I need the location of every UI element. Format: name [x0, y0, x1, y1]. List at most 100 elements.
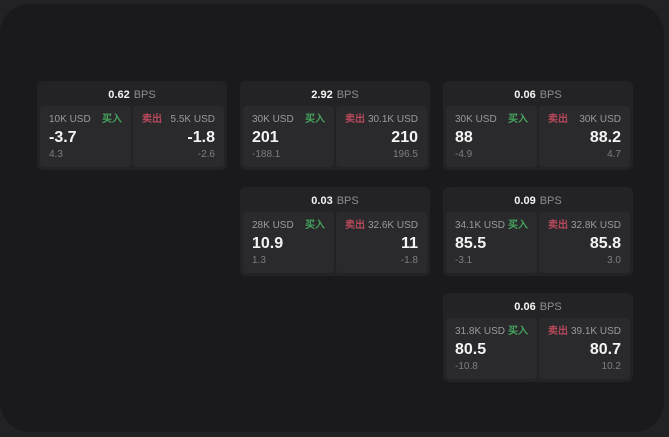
buy-size: 28K USD: [252, 220, 294, 231]
buy-delta: 4.3: [49, 149, 63, 160]
sell-tile[interactable]: 卖出 5.5K USD -1.8 -2.6: [133, 106, 224, 167]
card-body: 34.1K USD 买入 85.5 -3.1 卖出 32.8K USD 85.8…: [446, 212, 630, 273]
sell-side-label: 卖出: [345, 220, 365, 231]
bps-unit-label: BPS: [539, 301, 562, 313]
card-body: 28K USD 买入 10.9 1.3 卖出 32.6K USD 11 -1.8: [243, 212, 427, 273]
buy-tile[interactable]: 28K USD 买入 10.9 1.3: [243, 212, 334, 273]
buy-size: 30K USD: [455, 114, 497, 125]
sell-tile[interactable]: 卖出 30K USD 88.2 4.7: [539, 106, 630, 167]
tile-top-row: 30K USD 买入: [455, 114, 528, 126]
sell-size: 5.5K USD: [170, 114, 215, 125]
sell-side-label: 卖出: [142, 114, 162, 125]
sell-price: 11: [401, 235, 418, 252]
buy-side-label: 买入: [102, 114, 122, 125]
card-header: 0.09 BPS: [446, 190, 630, 212]
buy-side-label: 买入: [508, 220, 528, 231]
tile-top-row: 34.1K USD 买入: [455, 220, 528, 232]
buy-price: 201: [252, 129, 279, 146]
sell-size: 30K USD: [579, 114, 621, 125]
card-header: 0.62 BPS: [40, 84, 224, 106]
card-header: 0.03 BPS: [243, 190, 427, 212]
buy-side-label: 买入: [508, 326, 528, 337]
buy-tile[interactable]: 30K USD 买入 88 -4.9: [446, 106, 537, 167]
bps-value: 0.06: [514, 89, 536, 101]
sell-size: 39.1K USD: [570, 326, 621, 337]
buy-size: 30K USD: [252, 114, 294, 125]
sell-side-label: 卖出: [345, 114, 365, 125]
buy-price: -3.7: [49, 129, 77, 146]
card-body: 30K USD 买入 88 -4.9 卖出 30K USD 88.2 4.7: [446, 106, 630, 167]
buy-price: 85.5: [455, 235, 487, 252]
card-body: 31.8K USD 买入 80.5 -10.8 卖出 39.1K USD 80.…: [446, 318, 630, 379]
bps-value: 2.92: [311, 89, 333, 101]
buy-size: 10K USD: [49, 114, 91, 125]
sell-tile[interactable]: 卖出 32.8K USD 85.8 3.0: [539, 212, 630, 273]
sell-size: 32.8K USD: [570, 220, 621, 231]
quote-card: 0.09 BPS 34.1K USD 买入 85.5 -3.1 卖出 32.8K…: [443, 187, 633, 276]
quote-card: 0.06 BPS 31.8K USD 买入 80.5 -10.8 卖出 39.1…: [443, 293, 633, 382]
tile-top-row: 28K USD 买入: [252, 220, 325, 232]
buy-price: 10.9: [252, 235, 284, 252]
card-header: 0.06 BPS: [446, 296, 630, 318]
buy-tile[interactable]: 31.8K USD 买入 80.5 -10.8: [446, 318, 537, 379]
sell-price: 88.2: [589, 129, 621, 146]
buy-side-label: 买入: [305, 114, 325, 125]
bps-unit-label: BPS: [336, 89, 359, 101]
sell-tile[interactable]: 卖出 39.1K USD 80.7 10.2: [539, 318, 630, 379]
buy-side-label: 买入: [305, 220, 325, 231]
bps-unit-label: BPS: [539, 89, 562, 101]
sell-price: 85.8: [589, 235, 621, 252]
tile-top-row: 卖出 5.5K USD: [142, 114, 215, 126]
sell-tile[interactable]: 卖出 30.1K USD 210 196.5: [336, 106, 427, 167]
tile-top-row: 卖出 39.1K USD: [548, 326, 621, 338]
tile-top-row: 卖出 32.6K USD: [345, 220, 418, 232]
sell-delta: 3.0: [607, 255, 621, 266]
card-header: 2.92 BPS: [243, 84, 427, 106]
sell-size: 30.1K USD: [367, 114, 418, 125]
buy-size: 31.8K USD: [455, 326, 506, 337]
buy-tile[interactable]: 30K USD 买入 201 -188.1: [243, 106, 334, 167]
buy-delta: 1.3: [252, 255, 266, 266]
tile-top-row: 10K USD 买入: [49, 114, 122, 126]
sell-price: 80.7: [589, 341, 621, 358]
tile-top-row: 卖出 30K USD: [548, 114, 621, 126]
buy-size: 34.1K USD: [455, 220, 506, 231]
bps-unit-label: BPS: [336, 195, 359, 207]
buy-delta: -188.1: [252, 149, 281, 160]
quote-card: 0.62 BPS 10K USD 买入 -3.7 4.3 卖出 5.5K USD…: [37, 81, 227, 170]
buy-tile[interactable]: 34.1K USD 买入 85.5 -3.1: [446, 212, 537, 273]
sell-side-label: 卖出: [548, 220, 568, 231]
tile-top-row: 31.8K USD 买入: [455, 326, 528, 338]
card-body: 30K USD 买入 201 -188.1 卖出 30.1K USD 210 1…: [243, 106, 427, 167]
bps-value: 0.09: [514, 195, 536, 207]
bps-unit-label: BPS: [133, 89, 156, 101]
tile-top-row: 卖出 32.8K USD: [548, 220, 621, 232]
sell-side-label: 卖出: [548, 326, 568, 337]
sell-price: -1.8: [187, 129, 215, 146]
sell-delta: 10.2: [601, 361, 621, 372]
quote-card: 0.06 BPS 30K USD 买入 88 -4.9 卖出 30K USD 8…: [443, 81, 633, 170]
sell-side-label: 卖出: [548, 114, 568, 125]
buy-delta: -3.1: [455, 255, 473, 266]
sell-size: 32.6K USD: [367, 220, 418, 231]
sell-tile[interactable]: 卖出 32.6K USD 11 -1.8: [336, 212, 427, 273]
bps-value: 0.62: [108, 89, 130, 101]
card-header: 0.06 BPS: [446, 84, 630, 106]
sell-price: 210: [391, 129, 418, 146]
buy-delta: -10.8: [455, 361, 478, 372]
sell-delta: -1.8: [400, 255, 418, 266]
tile-top-row: 30K USD 买入: [252, 114, 325, 126]
bps-unit-label: BPS: [539, 195, 562, 207]
buy-price: 80.5: [455, 341, 487, 358]
bps-value: 0.06: [514, 301, 536, 313]
quote-card: 0.03 BPS 28K USD 买入 10.9 1.3 卖出 32.6K US…: [240, 187, 430, 276]
sell-delta: -2.6: [197, 149, 215, 160]
quote-cards-grid: 0.62 BPS 10K USD 买入 -3.7 4.3 卖出 5.5K USD…: [37, 81, 633, 382]
buy-price: 88: [455, 129, 473, 146]
bps-value: 0.03: [311, 195, 333, 207]
sell-delta: 196.5: [392, 149, 418, 160]
quote-card: 2.92 BPS 30K USD 买入 201 -188.1 卖出 30.1K …: [240, 81, 430, 170]
sell-delta: 4.7: [607, 149, 621, 160]
card-body: 10K USD 买入 -3.7 4.3 卖出 5.5K USD -1.8 -2.…: [40, 106, 224, 167]
buy-tile[interactable]: 10K USD 买入 -3.7 4.3: [40, 106, 131, 167]
